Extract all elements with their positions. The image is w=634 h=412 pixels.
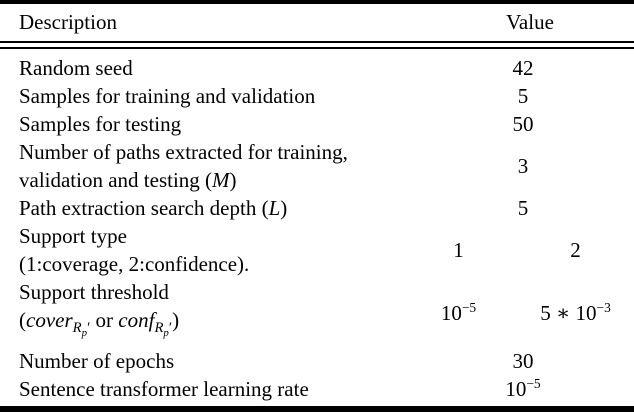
row-description: Random seed bbox=[19, 56, 133, 80]
text-part: ) bbox=[280, 196, 288, 220]
table-row: Sentence transformer learning rate 10−5 bbox=[0, 375, 634, 403]
table-bottom-rule bbox=[0, 406, 634, 412]
value-exponent: −5 bbox=[526, 376, 541, 392]
column-header-value: Value bbox=[506, 10, 554, 34]
row-value: 5 bbox=[517, 83, 529, 108]
description-line: Number of paths extracted for training, bbox=[19, 140, 348, 164]
table-header-row: Description Value bbox=[0, 4, 634, 41]
row-value-pair: 1 2 bbox=[400, 238, 634, 263]
row-description: Number of paths extracted for training, … bbox=[0, 138, 400, 194]
value-base: 10 bbox=[440, 300, 462, 325]
value-base: 5 ∗ 10 bbox=[540, 300, 597, 325]
header-double-rule bbox=[0, 41, 634, 49]
row-description: Number of epochs bbox=[19, 349, 175, 374]
row-value: 42 bbox=[512, 55, 534, 80]
text-part: ) bbox=[229, 168, 237, 192]
text-part: ) bbox=[172, 308, 180, 332]
description-line: Support threshold bbox=[19, 280, 169, 304]
row-value: 2 bbox=[570, 237, 581, 262]
table-row: Path extraction search depth (L) 5 bbox=[0, 194, 634, 222]
value-exponent: −5 bbox=[461, 299, 477, 315]
table-row: Samples for testing 50 bbox=[0, 110, 634, 138]
math-variable: p bbox=[163, 327, 169, 340]
row-value: 10−5 bbox=[400, 376, 634, 402]
row-value: 5 bbox=[517, 195, 529, 220]
value-exponent: −3 bbox=[596, 299, 611, 315]
math-subscript: p bbox=[163, 327, 168, 339]
description-line: Support type bbox=[19, 224, 127, 248]
math-variable: p bbox=[81, 327, 88, 340]
description-line: (coverRp′ or confRp′) bbox=[19, 306, 400, 347]
row-description: Samples for testing bbox=[19, 112, 182, 136]
row-description: Samples for training and validation bbox=[19, 84, 316, 108]
table-row: Samples for training and validation 5 bbox=[0, 82, 634, 110]
math-variable: cover bbox=[26, 308, 73, 332]
row-value: 3 bbox=[517, 153, 529, 178]
math-variable: R bbox=[154, 320, 164, 337]
math-variable: M bbox=[212, 168, 230, 192]
math-subscript: p bbox=[82, 327, 87, 339]
table-body: Random seed 42 Samples for training and … bbox=[0, 49, 634, 406]
table-top-rule bbox=[0, 0, 634, 4]
table-row: Support type (1:coverage, 2:confidence).… bbox=[0, 222, 634, 278]
math-subscript: Rp′ bbox=[72, 320, 91, 339]
math-subscript: Rp′ bbox=[154, 320, 173, 339]
text-part: ( bbox=[19, 308, 26, 332]
row-value: 50 bbox=[512, 111, 534, 136]
prime-mark: ′ bbox=[87, 320, 91, 337]
math-variable: R bbox=[72, 320, 82, 337]
row-value: 5 ∗ 10−3 bbox=[517, 300, 634, 326]
column-header-description: Description bbox=[19, 10, 117, 34]
row-description: Sentence transformer learning rate bbox=[19, 377, 309, 402]
prime-mark: ′ bbox=[168, 320, 173, 337]
text-part: validation and testing ( bbox=[19, 168, 213, 192]
value-base: 10 bbox=[505, 377, 527, 402]
description-line: validation and testing (M) bbox=[19, 166, 400, 194]
table-row: Number of paths extracted for training, … bbox=[0, 138, 634, 194]
row-description: Support type (1:coverage, 2:confidence). bbox=[0, 222, 400, 278]
text-part: Path extraction search depth ( bbox=[19, 196, 269, 220]
row-value: 10−5 bbox=[400, 300, 517, 326]
math-variable: L bbox=[268, 196, 281, 220]
table-row: Random seed 42 bbox=[0, 54, 634, 82]
row-description: Support threshold (coverRp′ or confRp′) bbox=[0, 278, 400, 347]
table-row: Support threshold (coverRp′ or confRp′) … bbox=[0, 278, 634, 347]
math-variable: conf bbox=[118, 308, 155, 332]
description-line: (1:coverage, 2:confidence). bbox=[19, 252, 250, 276]
text-part: or bbox=[90, 308, 119, 332]
row-value: 1 bbox=[453, 237, 464, 262]
table-row: Number of epochs 30 bbox=[0, 347, 634, 375]
row-value: 30 bbox=[512, 348, 534, 373]
row-description: Path extraction search depth (L) bbox=[0, 194, 400, 222]
row-value-pair: 10−5 5 ∗ 10−3 bbox=[400, 300, 634, 326]
